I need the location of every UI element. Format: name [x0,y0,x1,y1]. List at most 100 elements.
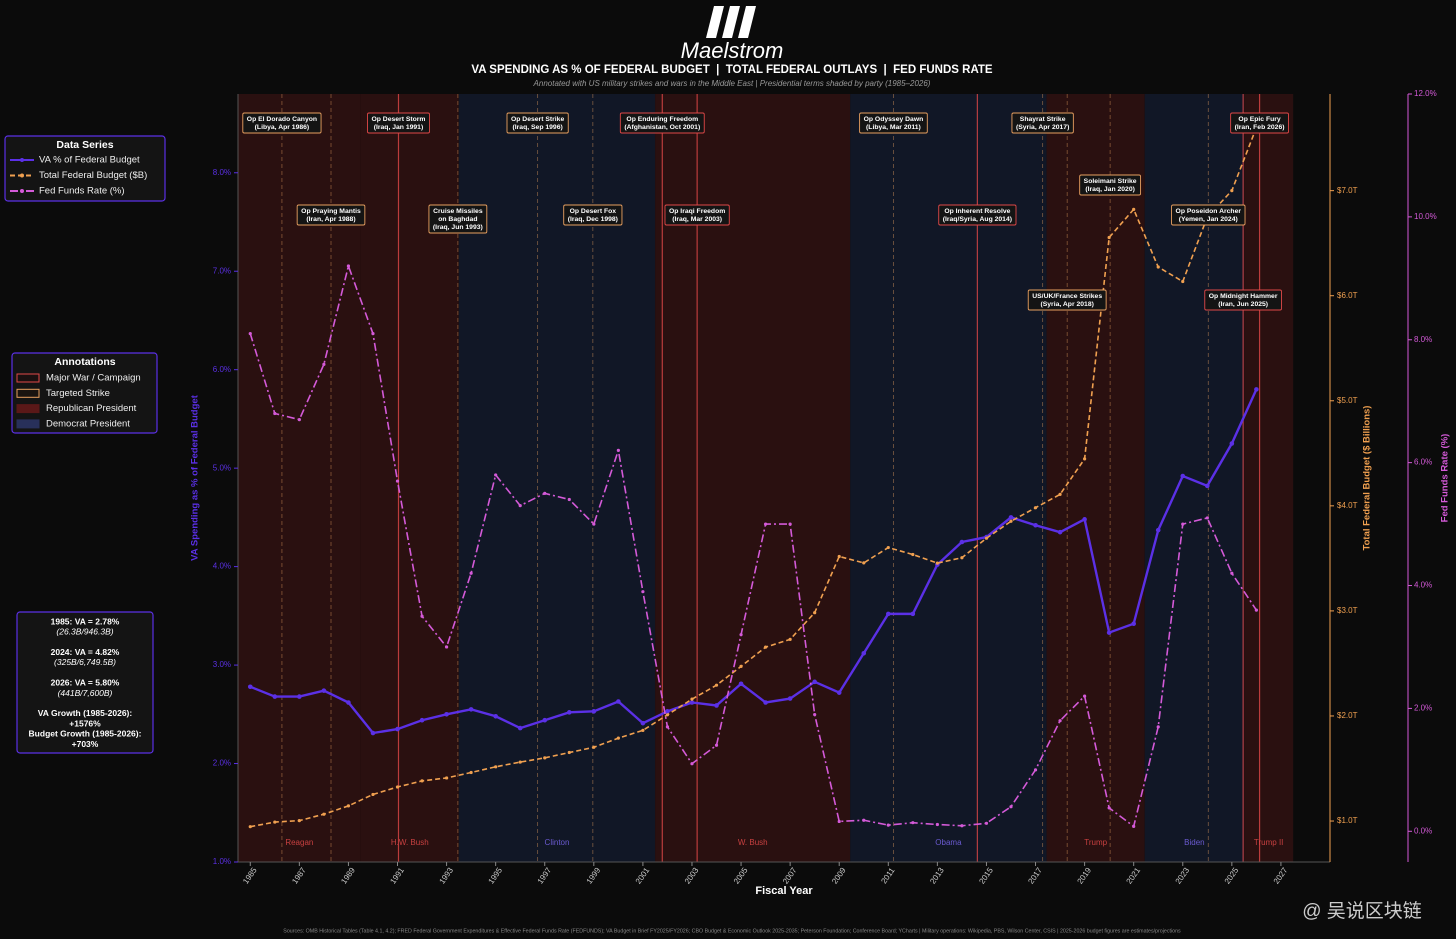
point [346,804,351,808]
event-label: US/UK/France Strikes(Syria, Apr 2018) [1027,289,1107,311]
point [787,696,793,701]
point [1155,527,1161,533]
point [885,611,891,617]
y-tick-label: 7.0% [213,266,231,275]
y3-tick-label: 8.0% [1414,335,1432,344]
point [862,818,866,822]
y2-tick-label: $6.0T [1337,291,1358,300]
event-box [1027,289,1107,311]
y2-tick-label: $7.0T [1337,186,1358,195]
point [836,690,842,695]
point [566,710,572,715]
event-text: Op El Dorado Canyon [247,116,317,123]
term-label: Biden [1184,838,1204,847]
stats-text: (26.3B/946.3B) [56,627,113,637]
point [1009,519,1013,523]
x-tick-label: 1995 [487,865,505,885]
x-tick-label: 2009 [830,865,848,885]
event-text: (Iraq, Dec 1998) [568,216,618,223]
event-box [296,204,366,226]
term-label: Clinton [545,838,570,847]
point [1181,279,1185,284]
y-tick-label: 4.0% [213,562,231,571]
annotation-swatch [16,373,40,383]
x-tick-label: 2003 [683,865,701,885]
y3-tick-label: 0.0% [1414,826,1432,835]
point [1009,805,1013,809]
point [910,611,916,617]
point [984,536,989,540]
annotation-swatch [16,404,40,414]
event-text: Soleimani Strike [1084,178,1137,185]
event-text: (Libya, Mar 2011) [866,124,921,131]
stats-text: Budget Growth (1985-2026): [29,729,142,739]
point [1058,719,1062,723]
y-axis-title: VA Spending as % of Federal Budget [190,394,201,561]
series-line [250,127,1258,828]
point [592,745,596,749]
event-box [506,112,569,134]
y3-tick-label: 6.0% [1414,458,1432,467]
point [1254,608,1258,612]
stats-text: (325B/6,749.5B) [54,657,116,667]
point [1254,387,1259,392]
point [861,650,867,656]
y2-tick-label: $4.0T [1337,501,1358,510]
y2-axis-title: Total Federal Budget ($ Billions) [1362,406,1373,551]
y-tick-label: 8.0% [213,168,231,177]
event-label: Op Desert Fox(Iraq, Dec 1998) [563,204,623,226]
point [1181,522,1185,526]
y2-tick-label: $2.0T [1337,711,1358,720]
point [444,712,449,717]
point [395,479,400,483]
x-tick-label: 2001 [634,865,652,885]
y2-tick-label: $1.0T [1337,816,1358,825]
point [542,717,548,723]
event-text: Op Praying Mantis [301,208,361,215]
logo [706,6,756,38]
point [493,713,498,719]
point [984,821,989,825]
point [665,713,670,717]
point [911,821,915,825]
term-shade [1244,94,1294,862]
legend-marker [20,189,24,193]
point [641,728,645,732]
point [517,725,523,731]
stats-box [16,611,154,754]
term-shade [458,94,656,862]
stats-text: 1985: VA = 2.78% [51,616,120,626]
point [886,823,890,827]
legend-marker [20,173,24,178]
point [812,679,817,685]
event-box [859,112,928,134]
point [592,522,596,526]
event-box [938,204,1017,226]
event-label: Op Inherent Resolve(Iraq/Syria, Aug 2014… [938,204,1017,226]
point [543,756,547,760]
event-text: on Baghdad [438,216,477,223]
point [273,411,277,416]
event-label: Op Enduring Freedom(Afghanistan, Oct 200… [619,112,705,134]
point [1180,473,1186,479]
point [247,684,253,690]
x-tick-label: 2013 [928,865,946,885]
point [739,633,743,637]
annotation-swatch [16,419,40,429]
point [1132,207,1136,211]
point [739,664,743,668]
event-text: (Yemen, Jan 2024) [1179,216,1238,223]
event-text: Op Midnight Hammer [1209,293,1278,300]
point [960,556,964,560]
x-tick-label: 1985 [241,865,259,885]
y-tick-label: 3.0% [213,660,231,669]
event-text: (Iran, Apr 1988) [306,216,355,223]
point [395,785,400,789]
term-label: W. Bush [738,838,768,847]
point [935,561,939,565]
term-label: H.W. Bush [391,838,429,847]
point [837,819,841,824]
point [1131,621,1136,627]
point [1058,492,1062,496]
